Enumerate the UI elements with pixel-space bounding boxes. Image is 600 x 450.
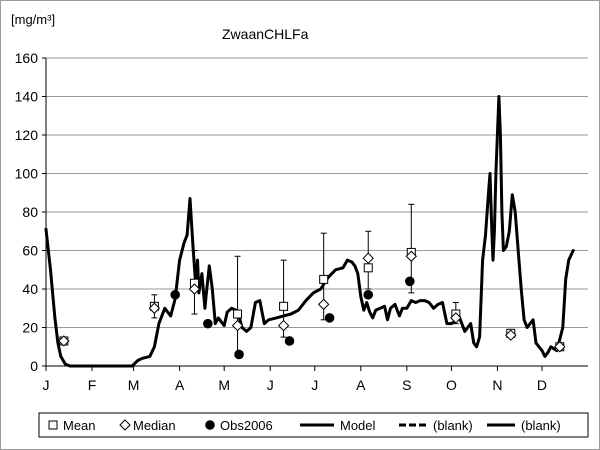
median-marker (362, 252, 374, 264)
median-marker (231, 319, 244, 332)
mean-marker (279, 301, 289, 311)
y-tick-labels: 0 20 40 60 80 100 120 140 160 (15, 50, 39, 374)
x-tick-label: J (311, 377, 318, 393)
y-tick-label: 60 (22, 243, 38, 259)
mean-marker (363, 263, 373, 273)
legend-label: Median (133, 418, 176, 433)
median-marker (317, 298, 330, 311)
legend-swatch (205, 420, 215, 430)
y-tick-label: 120 (15, 127, 39, 143)
legend-label: (blank) (521, 418, 561, 433)
obs2006-marker (234, 349, 244, 360)
chart-title: ZwaanCHLFa (222, 26, 309, 42)
obs2006-marker (203, 318, 213, 329)
mean-marker (319, 274, 329, 284)
gridlines (46, 57, 588, 328)
x-tick-label: S (402, 377, 411, 393)
legend-label: (blank) (433, 418, 473, 433)
median-marker (148, 302, 161, 314)
y-tick-label: 160 (15, 50, 39, 66)
x-tick-label: F (88, 377, 97, 393)
x-tick-label: O (446, 377, 457, 393)
y-axis-label: [mg/m³] (11, 12, 55, 27)
y-tick-label: 80 (22, 204, 38, 220)
x-tick-label: J (43, 377, 50, 393)
legend-swatch (119, 419, 131, 431)
median-marker (505, 329, 517, 341)
median-marker (188, 283, 201, 295)
x-tick-label: M (128, 377, 140, 393)
x-tick-label: M (218, 377, 230, 393)
y-tick-label: 140 (15, 89, 39, 105)
y-tick-label: 100 (15, 166, 39, 182)
mean-marker (233, 309, 243, 319)
obs2006-marker (284, 336, 295, 346)
median-marker (277, 319, 290, 332)
y-tick-label: 0 (30, 358, 38, 374)
y-tick-label: 40 (22, 281, 38, 297)
y-tick-label: 20 (22, 320, 38, 336)
median-marker (554, 341, 566, 353)
x-tick-label: N (492, 377, 502, 393)
legend-label: Obs2006 (220, 418, 273, 433)
model-series (44, 95, 575, 368)
legend-label: Model (340, 418, 376, 433)
obs2006-marker (324, 313, 335, 323)
obs2006-marker (405, 276, 415, 287)
legend: Mean Median Obs2006 Model (blank) (blank) (38, 412, 589, 438)
x-tick-label: J (267, 377, 274, 393)
median-marker (450, 312, 462, 324)
axes (42, 57, 588, 371)
x-tick-label: D (537, 377, 547, 393)
obs2006-marker (363, 289, 374, 300)
model-line (44, 95, 575, 368)
obs2006-marker (170, 289, 180, 300)
x-tick-label: A (356, 377, 366, 393)
x-tick-label: A (175, 377, 185, 393)
legend-label: Mean (63, 418, 96, 433)
legend-swatch (48, 420, 58, 430)
median-marker (58, 335, 70, 347)
marker-series (58, 247, 566, 360)
median-marker (405, 250, 418, 262)
